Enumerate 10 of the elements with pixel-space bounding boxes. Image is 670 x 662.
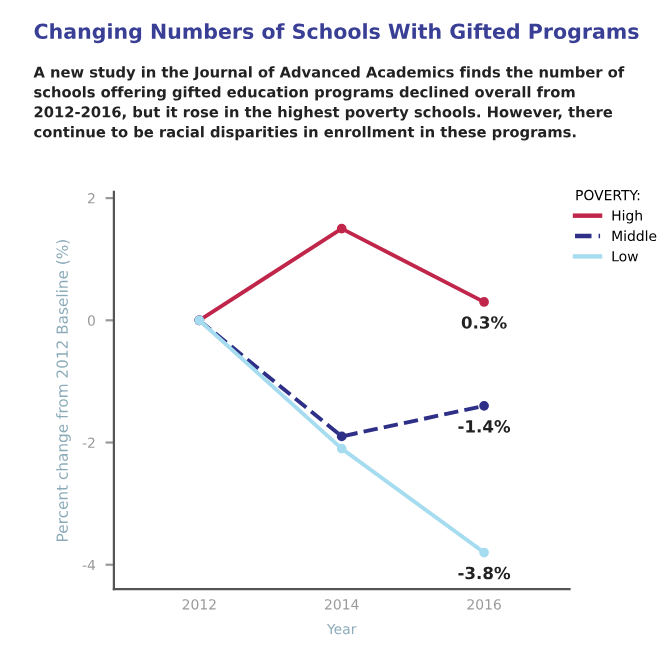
point (479, 547, 489, 558)
point (336, 443, 347, 454)
point (336, 223, 347, 234)
point (479, 297, 489, 307)
chart-title: Changing Numbers of Schools With Gifted Programs (34, 23, 639, 44)
data-label: -3.8% (458, 566, 511, 580)
point (479, 400, 489, 411)
data-label: 0.3% (461, 316, 507, 329)
point (336, 431, 347, 442)
data-label: -1.4% (458, 420, 511, 433)
